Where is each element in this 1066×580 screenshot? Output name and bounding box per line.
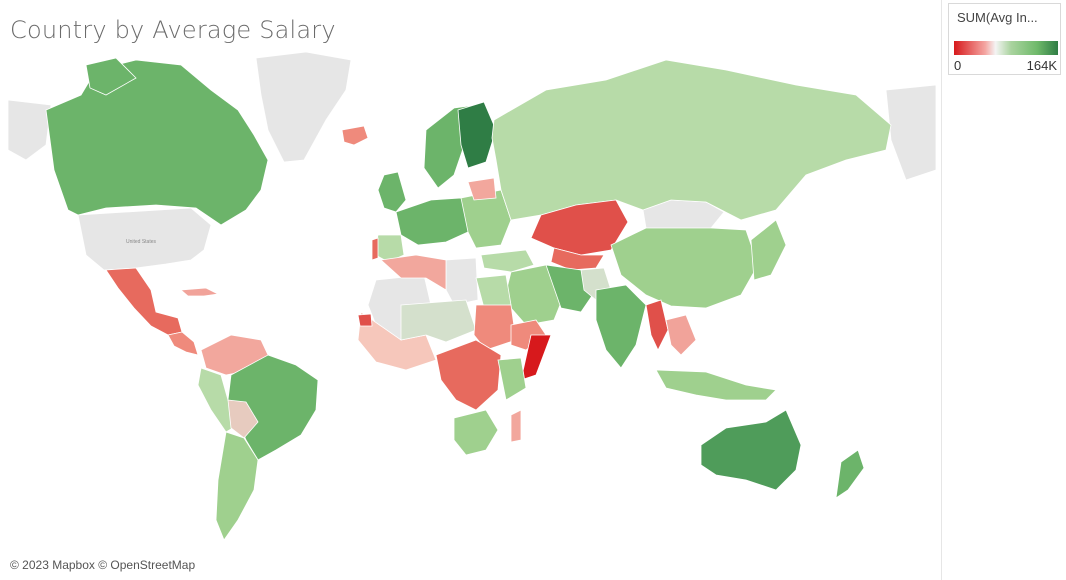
africa[interactable] (357, 254, 552, 456)
indonesia (655, 369, 777, 401)
oceania[interactable] (700, 409, 865, 499)
east-africa (497, 357, 527, 401)
bolivia (227, 399, 259, 439)
iceland (341, 125, 369, 146)
north-america[interactable] (45, 57, 269, 356)
sudan (473, 304, 517, 351)
legend-min-label: 0 (954, 58, 962, 73)
legend-color-ramp (954, 41, 1058, 55)
egypt (475, 274, 512, 309)
thailand-laos (665, 314, 697, 356)
senegal (357, 313, 373, 327)
south-america[interactable] (197, 334, 319, 541)
central-africa (435, 339, 502, 411)
china (610, 227, 759, 309)
alaska-west (7, 99, 52, 161)
new-zealand (835, 449, 865, 499)
turkey (480, 249, 535, 273)
canada-islands (85, 57, 137, 96)
poland-belarus (467, 177, 497, 201)
map-attribution[interactable]: © 2023 Mapbox © OpenStreetMap (10, 558, 196, 572)
canada (45, 59, 269, 226)
europe[interactable] (341, 101, 512, 263)
svalbard-east (885, 84, 936, 181)
central-america (167, 331, 199, 356)
asia[interactable] (480, 199, 787, 401)
southern-africa (453, 409, 499, 456)
uk-ireland (377, 171, 407, 213)
myanmar (645, 299, 669, 351)
portugal (371, 237, 379, 261)
russia[interactable] (491, 59, 892, 221)
pakistan-india (595, 284, 647, 369)
mexico (105, 267, 183, 336)
japan-korea (750, 219, 787, 281)
color-legend[interactable]: SUM(Avg In... 0 164K (948, 3, 1061, 75)
somalia (520, 334, 552, 381)
morocco-algeria (380, 254, 447, 291)
finland (457, 101, 497, 169)
argentina-chile (215, 431, 259, 541)
central-asia (550, 247, 605, 271)
sahel (400, 299, 477, 343)
kazakhstan (530, 199, 629, 256)
cuba (180, 287, 220, 297)
world-map[interactable]: United States (6, 50, 936, 550)
libya (445, 257, 479, 306)
legend-max-label: 164K (1026, 58, 1057, 73)
chart-title: Country by Average Salary (10, 16, 336, 44)
madagascar (510, 409, 522, 443)
usa-map-label: United States (126, 239, 157, 245)
greenland (255, 51, 352, 163)
panel-divider (941, 0, 942, 580)
usa (77, 207, 212, 271)
legend-title: SUM(Avg In... (957, 10, 1038, 25)
australia (700, 409, 802, 491)
